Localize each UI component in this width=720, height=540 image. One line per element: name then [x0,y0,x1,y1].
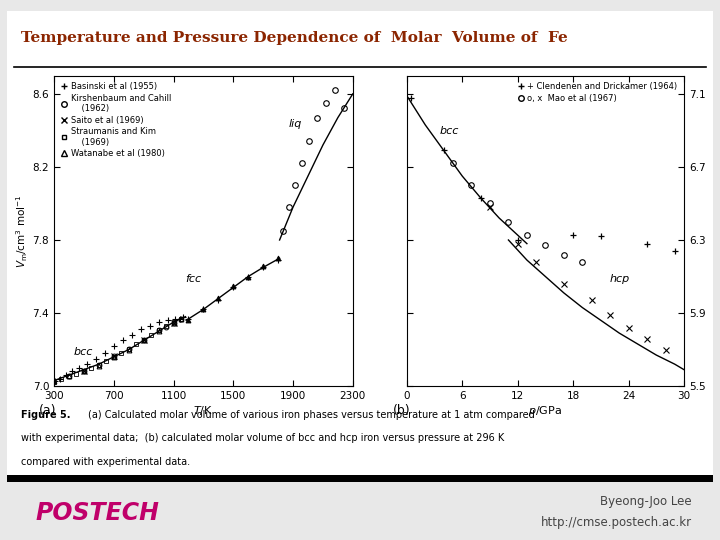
Text: (b): (b) [393,404,410,417]
Text: Byeong-Joo Lee: Byeong-Joo Lee [600,495,692,508]
Text: bcc: bcc [73,347,93,357]
Bar [7,11,713,475]
Y-axis label: $V_{\rm m}$/cm$^3$ mol$^{-1}$: $V_{\rm m}$/cm$^3$ mol$^{-1}$ [14,194,30,268]
Text: POSTECH: POSTECH [35,501,159,525]
X-axis label: $p$/GPa: $p$/GPa [528,404,562,418]
Text: http://cmse.postech.ac.kr: http://cmse.postech.ac.kr [541,516,692,529]
Text: (a): (a) [39,404,57,417]
Text: (a) Calculated molar volume of various iron phases versus temperature at 1 atm c: (a) Calculated molar volume of various i… [89,410,535,420]
X-axis label: $T$/K: $T$/K [194,404,213,417]
Legend: Basinski et al (1955), Kirshenbaum and Cahill
    (1962), Saito et al (1969), St: Basinski et al (1955), Kirshenbaum and C… [58,80,174,160]
Text: hcp: hcp [610,274,630,284]
Text: Temperature and Pressure Dependence of  Molar  Volume of  Fe: Temperature and Pressure Dependence of M… [22,31,568,44]
Text: with experimental data;  (b) calculated molar volume of bcc and hcp iron versus : with experimental data; (b) calculated m… [22,433,505,443]
Legend: + Clendenen and Drickamer (1964), o, x  Mao et al (1967): + Clendenen and Drickamer (1964), o, x M… [515,80,680,105]
Bar [7,475,713,482]
Text: compared with experimental data.: compared with experimental data. [22,457,190,467]
Text: liq: liq [289,119,302,129]
Text: Figure 5.: Figure 5. [22,410,71,420]
Text: fcc: fcc [186,274,202,284]
Text: bcc: bcc [439,126,459,136]
